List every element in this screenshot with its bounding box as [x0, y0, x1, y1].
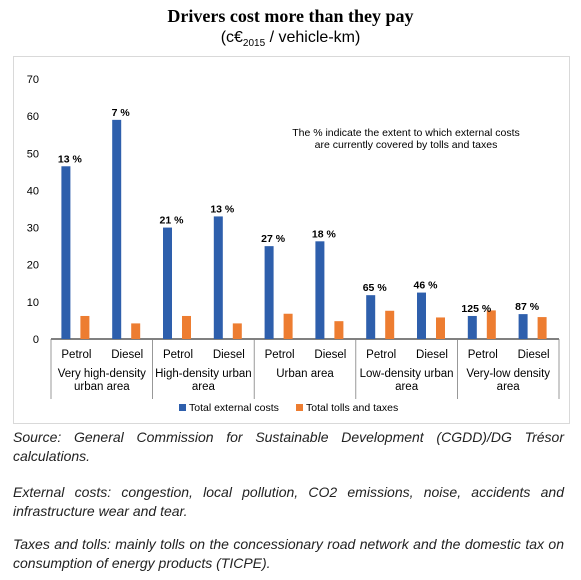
bar-tolls-taxes	[80, 315, 90, 339]
category-label: Diesel	[416, 349, 448, 361]
subtitle-subscript: 2015	[242, 38, 266, 50]
group-label: area	[395, 381, 419, 393]
bar-external-costs	[213, 216, 223, 339]
category-label: Petrol	[366, 349, 396, 361]
external-costs-note: External costs: congestion, local pollut…	[13, 484, 564, 519]
group-label: Very high-density	[58, 368, 146, 380]
data-label: 65 %	[363, 282, 388, 294]
data-label: 13 %	[210, 203, 235, 215]
bar-external-costs	[467, 315, 477, 339]
category-label: Diesel	[314, 349, 346, 361]
bar-external-costs	[112, 119, 122, 339]
bar-tolls-taxes	[232, 323, 242, 339]
legend-label-external-costs: Total external costs	[189, 402, 279, 414]
bar-external-costs	[264, 246, 274, 339]
bar-external-costs	[315, 241, 325, 339]
group-label: High-density urban	[155, 368, 252, 380]
group-label: urban area	[74, 381, 130, 393]
bar-tolls-taxes	[334, 321, 344, 339]
data-label: 13 %	[58, 153, 83, 165]
data-label: 18 %	[312, 228, 337, 240]
chart-title: Drivers cost more than they pay	[167, 6, 414, 26]
bar-tolls-taxes	[131, 323, 141, 339]
group-label: area	[497, 381, 521, 393]
data-label: 46 %	[414, 280, 439, 292]
group-label: Urban area	[276, 368, 334, 380]
taxes-tolls-note: Taxes and tolls: mainly tolls on the con…	[13, 536, 564, 571]
subtitle-prefix: (c€	[220, 29, 243, 46]
category-label: Petrol	[265, 349, 295, 361]
source-note: Source: General Commission for Sustainab…	[13, 429, 564, 464]
legend-swatch-tolls-taxes	[296, 404, 303, 411]
y-tick-label: 70	[27, 74, 39, 86]
chart-subtitle: (c€2015 / vehicle-km)	[0, 29, 581, 49]
category-label: Diesel	[111, 349, 143, 361]
bar-external-costs	[61, 166, 71, 339]
category-label: Petrol	[61, 349, 91, 361]
y-tick-label: 10	[27, 297, 39, 309]
bar-external-costs	[163, 227, 172, 339]
category-label: Petrol	[163, 349, 193, 361]
y-tick-label: 0	[33, 334, 39, 346]
bar-external-costs	[366, 295, 376, 339]
bar-tolls-taxes	[283, 313, 293, 339]
annotation-text: are currently covered by tolls and taxes	[315, 139, 498, 151]
data-label: 21 %	[160, 215, 185, 227]
group-label: Low-density urban	[360, 368, 454, 380]
bar-tolls-taxes	[486, 310, 496, 339]
group-label: area	[192, 381, 216, 393]
group-label: Very-low density	[466, 368, 550, 380]
bar-external-costs	[417, 292, 426, 339]
category-label: Diesel	[213, 349, 245, 361]
bar-tolls-taxes	[436, 317, 445, 339]
legend-label-tolls-taxes: Total tolls and taxes	[306, 402, 398, 414]
data-label: 87 %	[515, 301, 540, 313]
y-tick-label: 60	[27, 111, 39, 123]
bar-tolls-taxes	[537, 317, 547, 339]
y-tick-label: 50	[27, 148, 39, 160]
bar-external-costs	[518, 314, 528, 339]
bar-tolls-taxes	[385, 310, 395, 339]
data-label: 125 %	[461, 303, 491, 315]
annotation-text: The % indicate the extent to which exter…	[292, 127, 520, 139]
y-tick-label: 20	[27, 260, 39, 272]
bar-tolls-taxes	[182, 315, 191, 339]
subtitle-suffix: / vehicle-km)	[265, 29, 361, 46]
data-label: 7 %	[112, 107, 131, 119]
legend-swatch-external-costs	[179, 404, 186, 411]
category-label: Diesel	[518, 349, 550, 361]
bar-chart: 0 10 20 30 40 50 60 70 13 % Petrol 7 % Diesel 21 % Pe…	[27, 74, 560, 414]
data-label: 27 %	[261, 233, 286, 245]
category-label: Petrol	[468, 349, 498, 361]
y-tick-label: 40	[27, 185, 39, 197]
chart-area: 0 10 20 30 40 50 60 70 13 % Petrol 7 % Diesel 21 % Pe…	[13, 56, 570, 424]
y-tick-label: 30	[27, 223, 39, 235]
